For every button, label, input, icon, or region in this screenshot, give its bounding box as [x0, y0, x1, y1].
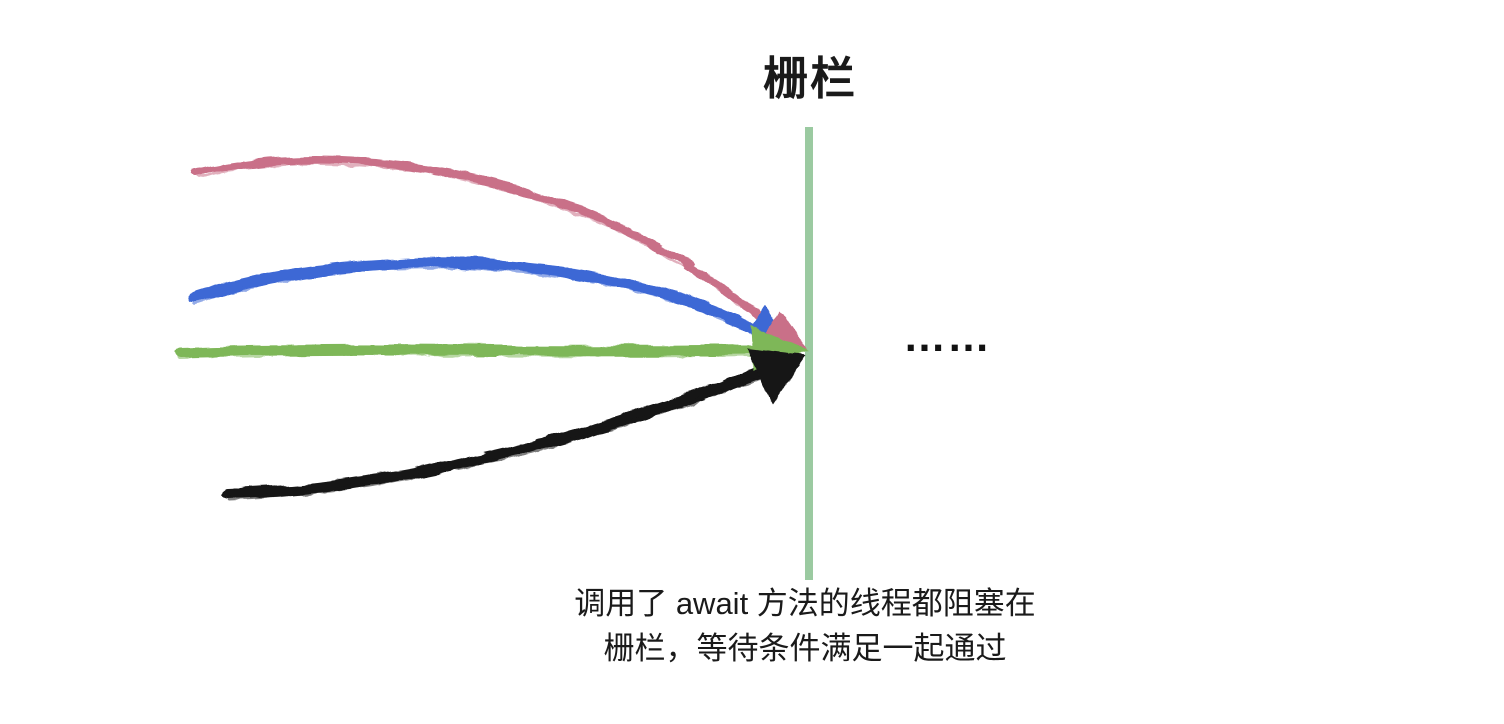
caption-line-2: 栅栏，等待条件满足一起通过: [603, 631, 1007, 666]
thread-curve-blue-texture: [192, 264, 765, 339]
arrowhead-black: [747, 348, 806, 405]
ellipsis-text: ……: [903, 313, 991, 361]
thread-curve-green: [174, 344, 756, 358]
thread-curve-black: [222, 368, 763, 500]
caption: 调用了 await 方法的线程都阻塞在 栅栏，等待条件满足一起通过: [400, 581, 1210, 671]
thread-curve-red-texture: [195, 162, 773, 332]
thread-curve-black-texture: [227, 376, 760, 500]
thread-curve-blue: [187, 257, 768, 339]
thread-curve-green-texture: [179, 351, 753, 358]
caption-line-1: 调用了 await 方法的线程都阻塞在: [574, 586, 1036, 621]
barrier-line: [805, 127, 813, 580]
thread-curve-red: [192, 155, 774, 330]
diagram-title: 栅栏: [762, 53, 857, 104]
